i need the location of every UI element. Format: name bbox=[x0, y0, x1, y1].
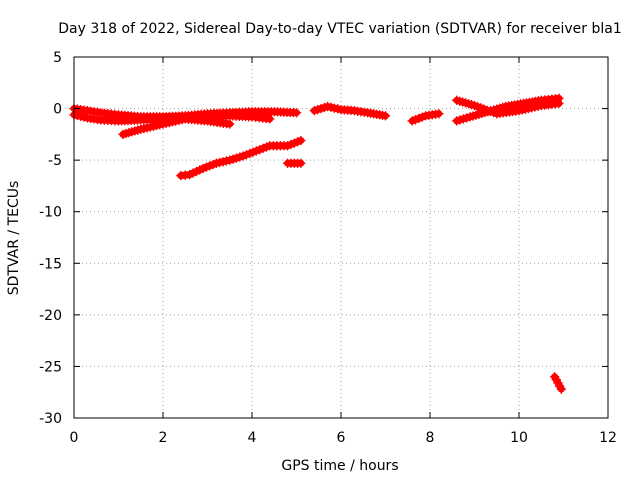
x-tick-label: 8 bbox=[426, 430, 435, 446]
y-tick-label: -20 bbox=[39, 308, 62, 324]
axis-ticks bbox=[73, 56, 609, 419]
y-tick-label: -10 bbox=[39, 205, 62, 221]
series-markers-track-f bbox=[309, 101, 391, 121]
x-tick-label: 12 bbox=[599, 430, 617, 446]
y-tick-labels: 5 0 -5 -10 -15 -20 -25 -30 bbox=[39, 50, 62, 427]
y-tick-label: -30 bbox=[39, 411, 62, 427]
y-tick-label: -5 bbox=[48, 153, 62, 169]
series-markers-track-d bbox=[176, 135, 306, 181]
series-markers-track-j bbox=[549, 371, 567, 394]
x-tick-label: 10 bbox=[510, 430, 528, 446]
y-axis-title: SDTVAR / TECUs bbox=[6, 181, 22, 296]
x-tick-label: 2 bbox=[159, 430, 168, 446]
chart-title: Day 318 of 2022, Sidereal Day-to-day VTE… bbox=[58, 21, 621, 37]
series-markers-track-c bbox=[118, 114, 235, 140]
data-series bbox=[69, 93, 567, 394]
x-tick-label: 0 bbox=[70, 430, 79, 446]
y-tick-label: -15 bbox=[39, 256, 62, 272]
x-tick-labels: 0 2 4 6 8 10 12 bbox=[70, 430, 617, 446]
x-tick-label: 4 bbox=[248, 430, 257, 446]
series-markers-track-i bbox=[451, 95, 564, 119]
y-tick-label: 5 bbox=[53, 50, 62, 66]
y-tick-label: 0 bbox=[53, 102, 62, 118]
series-markers-track-e bbox=[282, 158, 306, 168]
y-tick-label: -25 bbox=[39, 359, 62, 375]
series-markers-track-g bbox=[407, 108, 444, 126]
x-tick-label: 6 bbox=[337, 430, 346, 446]
x-axis-title: GPS time / hours bbox=[281, 458, 398, 474]
